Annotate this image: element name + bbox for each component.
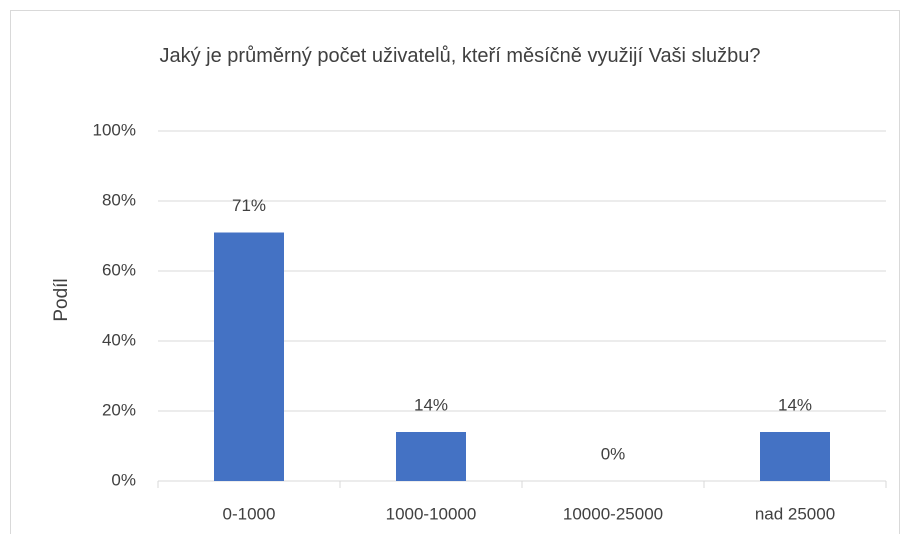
- y-tick-label: 100%: [93, 120, 136, 139]
- bar: [760, 432, 830, 481]
- y-tick-label: 20%: [102, 400, 136, 419]
- chart-border: [10, 10, 900, 534]
- x-tick-label: nad 25000: [755, 504, 835, 523]
- y-axis-label: Podíl: [51, 278, 72, 321]
- y-tick-label: 0%: [111, 470, 136, 489]
- data-label: 14%: [414, 395, 448, 414]
- chart-title: Jaký je průměrný počet uživatelů, kteří …: [159, 45, 761, 67]
- y-tick-label: 40%: [102, 330, 136, 349]
- bar: [396, 432, 466, 481]
- x-tick-label: 0-1000: [223, 504, 276, 523]
- x-tick-label: 10000-25000: [563, 504, 663, 523]
- y-tick-label: 60%: [102, 260, 136, 279]
- data-label: 0%: [601, 444, 626, 463]
- bar: [214, 232, 284, 481]
- data-label: 71%: [232, 196, 266, 215]
- x-tick-label: 1000-10000: [386, 504, 477, 523]
- data-label: 14%: [778, 395, 812, 414]
- y-tick-label: 80%: [102, 190, 136, 209]
